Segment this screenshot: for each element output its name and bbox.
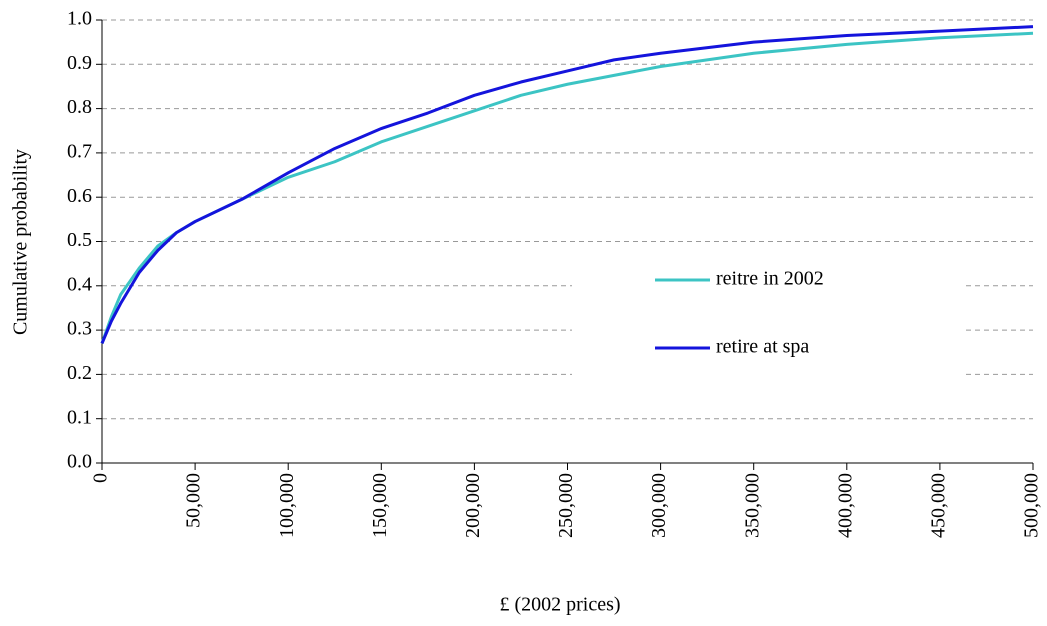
x-tick-label: 0	[90, 473, 112, 483]
legend-label: retire at spa	[716, 336, 809, 358]
y-tick-label: 0.5	[67, 229, 92, 251]
legend-label: reitre in 2002	[716, 268, 824, 290]
x-tick-label: 50,000	[183, 473, 205, 528]
series-line	[100, 31, 1034, 344]
legend-box	[572, 246, 964, 380]
y-tick-label: 0.7	[67, 140, 92, 162]
x-axis-title: £ (2002 prices)	[499, 594, 620, 616]
x-tick-label: 200,000	[462, 473, 484, 538]
y-tick-label: 0.3	[67, 318, 92, 340]
x-tick-label: 400,000	[834, 473, 856, 538]
y-tick-label: 0.6	[67, 185, 92, 207]
x-tick-label: 250,000	[555, 473, 577, 538]
y-tick-label: 0.0	[67, 451, 92, 473]
y-axis-title: Cumulative probability	[10, 149, 32, 335]
y-tick-label: 0.9	[67, 52, 92, 74]
y-tick-label: 0.4	[67, 273, 92, 295]
x-tick-label: 350,000	[741, 473, 763, 538]
y-tick-label: 1.0	[67, 8, 92, 30]
y-tick-label: 0.1	[67, 406, 92, 428]
x-tick-label: 450,000	[927, 473, 949, 538]
y-tick-label: 0.2	[67, 362, 92, 384]
y-tick-label: 0.8	[67, 96, 92, 118]
x-tick-label: 500,000	[1021, 473, 1043, 538]
x-tick-label: 100,000	[276, 473, 298, 538]
series-line	[100, 25, 1034, 344]
x-tick-label: 300,000	[648, 473, 670, 538]
x-tick-label: 150,000	[369, 473, 391, 538]
